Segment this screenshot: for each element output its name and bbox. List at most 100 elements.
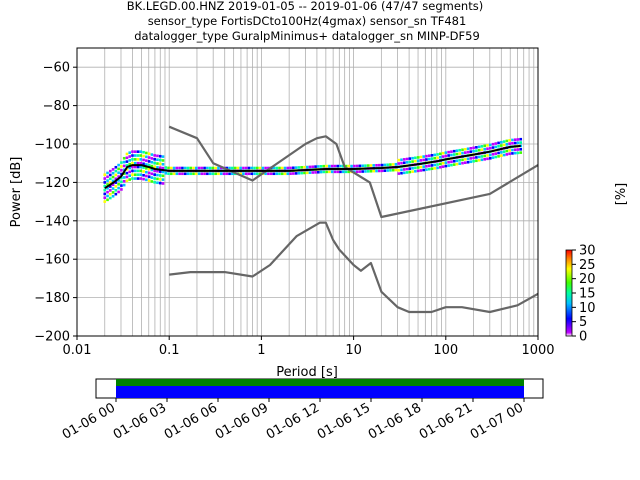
ppsd-cell [427,154,431,158]
ppsd-cell [278,166,281,170]
ppsd-cell [475,149,478,152]
ppsd-cell [219,166,223,170]
ppsd-cell [402,161,406,165]
ppsd-cell [444,154,448,158]
ppsd-cell [497,141,500,145]
ppsd-cell [472,156,475,160]
ppsd-cell [158,154,162,158]
ppsd-plot: 0.01 0.1 1 10 100 1000 −200 −180 −160 −140 −120 −1… [9,47,555,380]
ppsd-cell [186,172,190,176]
ppsd-cell [303,165,306,169]
ppsd-cell [400,168,403,172]
ppsd-cell [333,170,337,174]
ppsd-cell [150,153,154,156]
ppsd-cell [261,166,265,170]
ppsd-cell [311,171,315,174]
ppsd-cell [109,185,112,188]
ppsd-cell [125,160,129,163]
ppsd-cell [350,164,353,168]
ppsd-cell [450,163,453,167]
ppsd-cell [247,172,251,176]
ppsd-cell [308,165,312,169]
ppsd-cell [519,141,523,144]
ppsd-cell [145,159,148,162]
ppsd-cell [427,167,431,171]
ppsd-cell [103,184,107,188]
ppsd-cell [272,172,276,176]
ppsd-cell [458,162,462,165]
ppsd-cell [447,150,450,154]
ppsd-cell [405,171,409,174]
ppsd-cell [508,149,511,152]
ppsd-cell [372,169,376,173]
ppsd-cell [444,164,448,168]
ppsd-cell [480,148,484,152]
ppsd-cell [319,165,323,168]
ppsd-cell [142,150,145,154]
ppsd-cell [150,157,154,160]
ppsd-cell [106,175,109,179]
ppsd-cell [136,150,140,153]
ppsd-cell [416,169,420,173]
y-tick-label: −200 [34,330,70,345]
ppsd-cell [339,170,342,174]
plot-frame [76,47,539,337]
ppsd-cell [111,179,115,183]
ppsd-cell [172,166,176,170]
ppsd-cell [411,170,414,173]
ppsd-cell [466,160,470,164]
ppsd-cell [109,173,112,177]
ppsd-cell [131,161,134,165]
ppsd-cell [461,148,464,152]
ppsd-cell [133,169,137,173]
ppsd-cell [397,172,401,175]
ppsd-cell [236,166,240,170]
ppsd-cell [139,150,143,153]
ppsd-cell [200,166,204,170]
ppsd-cell [128,178,132,181]
ppsd-cell [389,163,392,166]
ppsd-cell [422,165,425,168]
ppsd-cell [494,142,498,145]
availability-tick-label: 01-06 03 [111,400,169,442]
ppsd-cell [103,177,107,180]
ppsd-cell [183,166,187,170]
ppsd-cell [158,158,162,162]
ppsd-cell [142,166,145,169]
ppsd-cell [117,171,120,175]
ppsd-cell [192,166,195,170]
ppsd-cell [214,172,217,176]
ppsd-cell [258,166,262,170]
availability-tick-label: 01-07 00 [468,400,526,442]
ppsd-cell [150,164,154,168]
ppsd-cell [156,177,159,181]
ppsd-cell [486,147,489,151]
ppsd-cell [322,164,326,168]
ppsd-cell [181,166,184,170]
ppsd-cell [103,192,107,196]
ppsd-cell [366,164,370,167]
ppsd-cell [247,166,251,170]
ppsd-cell [425,164,428,168]
ppsd-cell [500,140,503,144]
ppsd-cell [447,154,450,157]
ppsd-cell [170,172,173,176]
ppsd-cell [461,161,464,165]
grid [76,48,538,337]
ppsd-cell [278,172,281,176]
ppsd-cell [114,185,118,188]
ppsd-cell [477,148,481,152]
ppsd-cell [488,143,492,147]
ppsd-cell [150,176,154,179]
ppsd-cell [161,166,165,170]
ppsd-cell [147,163,151,167]
ppsd-cell [172,172,176,176]
ppsd-cell [122,164,126,168]
ppsd-cell [378,163,381,167]
ppsd-cell [336,164,340,168]
ppsd-cell [114,192,118,196]
ppsd-cell [380,169,384,173]
ppsd-cell [328,170,331,174]
ppsd-cell [347,164,351,168]
